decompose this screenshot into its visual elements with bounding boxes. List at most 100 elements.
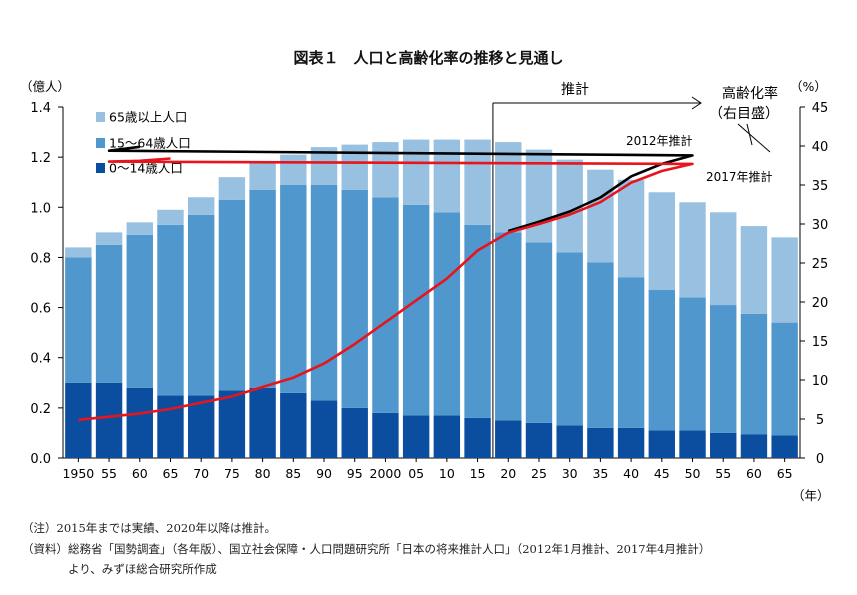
bar-segment: [157, 224, 184, 396]
bar-segment: [280, 392, 307, 458]
bar-segment: [218, 177, 246, 200]
bar-segment: [249, 162, 276, 190]
right-axis-tick-label: 5: [816, 413, 824, 428]
bar-segment: [556, 425, 583, 458]
bar-segment: [433, 212, 461, 416]
bar-segment: [65, 257, 92, 383]
bar-segment: [95, 382, 123, 458]
x-axis-tick-label: 95: [347, 466, 363, 481]
bar-segment: [617, 277, 645, 428]
left-axis-tick-label: 1.2: [30, 151, 51, 166]
left-axis-tick-label: 0.6: [30, 302, 51, 317]
bar-segment: [280, 154, 307, 185]
bar-segment: [495, 420, 522, 458]
x-axis-tick-label: 55: [101, 466, 117, 481]
x-axis-tick-label: 40: [623, 466, 639, 481]
bar-segment: [525, 422, 553, 458]
bar-segment: [464, 224, 491, 418]
bar-segment: [249, 189, 276, 388]
x-axis-tick-label: 2000: [370, 466, 402, 481]
bar-segment: [433, 415, 461, 458]
left-axis-tick-label: 0.4: [30, 352, 51, 367]
callout-line: [746, 123, 753, 146]
bar-segment: [187, 197, 215, 215]
bar-segment: [464, 417, 491, 458]
x-axis-tick-label: 60: [746, 466, 762, 481]
x-axis-tick-label: 80: [255, 466, 271, 481]
bar-segment: [126, 234, 153, 388]
bar-segment: [402, 139, 430, 205]
x-axis-tick-label: 10: [439, 466, 455, 481]
legend-label: 15～64歳人口: [109, 136, 191, 151]
x-axis-tick-label: 15: [470, 466, 486, 481]
left-axis-unit-label: （億人）: [20, 79, 70, 94]
bar-segment: [249, 387, 276, 458]
chart-title: 図表１ 人口と高齢化率の推移と見通し: [293, 49, 564, 67]
legend-label: 0～14歳人口: [109, 161, 183, 176]
x-axis-tick-label: 25: [531, 466, 547, 481]
bar-segment: [556, 252, 583, 426]
left-axis-tick-label: 1.4: [30, 101, 51, 116]
bar-segment: [679, 202, 706, 298]
bar-segment: [740, 226, 768, 314]
bar-segment: [95, 244, 123, 383]
x-axis-tick-label: 45: [654, 466, 670, 481]
bar-segment: [495, 232, 522, 421]
bar-segment: [402, 415, 430, 458]
bar-segment: [372, 197, 399, 413]
bar-segment: [710, 432, 737, 458]
x-axis-tick-label: 90: [316, 466, 332, 481]
right-axis-tick-label: 20: [812, 296, 829, 311]
bar-segment: [341, 407, 368, 458]
aging-rate-line-2012: [107, 145, 694, 233]
right-axis-tick-label: 15: [812, 335, 829, 350]
right-axis-tick-label: 35: [812, 179, 829, 194]
x-axis-tick-label: 05: [408, 466, 424, 481]
bar-segment: [187, 214, 215, 396]
bar-segment: [495, 142, 522, 233]
bar-segment: [556, 159, 583, 253]
left-axis-tick-label: 1.0: [30, 201, 51, 216]
bar-segment: [157, 395, 184, 458]
bar-segment: [648, 290, 676, 431]
legend-swatch: [96, 138, 105, 148]
bar-segment: [740, 434, 768, 458]
footnote-source: （資料）総務省「国勢調査」（各年版）、国立社会保障・人口問題研究所「日本の将来推…: [22, 542, 711, 556]
right-axis-unit-label: （%）: [790, 79, 827, 94]
x-axis-tick-label: 1950: [62, 466, 94, 481]
projection-arrowhead: [691, 96, 702, 110]
bar-segment: [617, 179, 645, 278]
x-axis-tick-label: 70: [193, 466, 209, 481]
x-axis-tick-label: 65: [163, 466, 179, 481]
bar-segment: [65, 247, 92, 258]
series-label-2017: 2017年推計: [706, 169, 773, 184]
bar-segment: [310, 400, 338, 458]
bar-segment: [679, 297, 706, 431]
bar-segment: [280, 184, 307, 393]
legend-swatch: [96, 163, 105, 173]
aging-rate-label: 高齢化率: [722, 85, 778, 102]
right-axis-tick-label: 30: [812, 218, 829, 233]
callout-line: [737, 123, 771, 153]
x-axis-tick-label: 55: [715, 466, 731, 481]
bar-segment: [587, 262, 614, 428]
footnote-note: （注）2015年までは実績、2020年以降は推計。: [22, 521, 277, 535]
bar-segment: [771, 322, 798, 436]
bar-segment: [587, 427, 614, 458]
aging-rate-axis-note: （右目盛）: [709, 106, 779, 122]
projection-label: 推計: [561, 82, 589, 98]
bar-segment: [157, 209, 184, 225]
bar-segment: [648, 192, 676, 291]
x-axis-unit-label: （年）: [792, 488, 830, 503]
right-axis-tick-label: 10: [812, 374, 829, 389]
left-axis-tick-label: 0.0: [30, 452, 51, 467]
x-axis-tick-label: 65: [777, 466, 793, 481]
bar-segment: [710, 305, 737, 433]
bar-segment: [218, 199, 246, 391]
bar-segment: [771, 435, 798, 458]
x-axis-tick-label: 35: [592, 466, 608, 481]
x-axis-tick-label: 60: [132, 466, 148, 481]
right-axis-tick-label: 45: [812, 101, 829, 116]
bar-segment: [126, 222, 153, 235]
